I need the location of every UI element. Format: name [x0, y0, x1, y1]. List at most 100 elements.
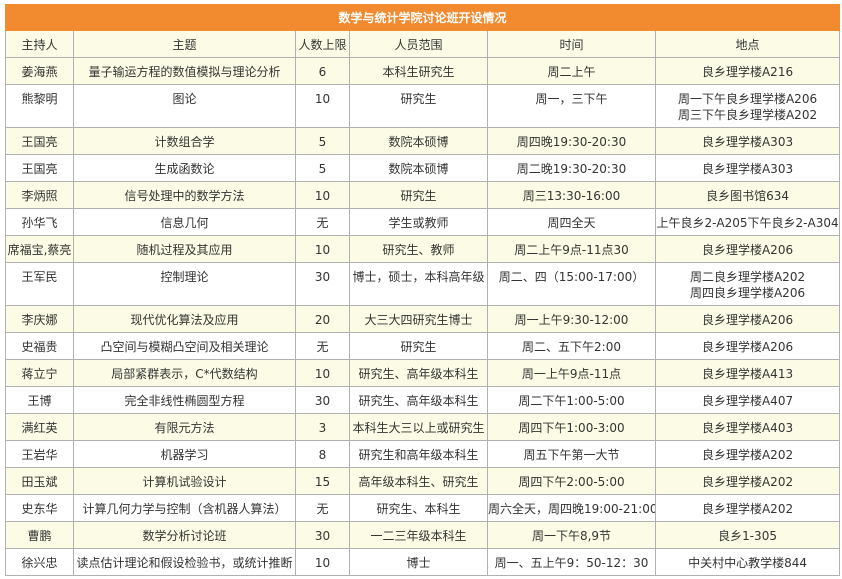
cell-host: 王岩华 — [5, 440, 74, 468]
cell-time: 周二上午9点-11点30 — [487, 235, 656, 263]
cell-capacity: 15 — [295, 467, 350, 495]
cell-audience: 研究生、教师 — [349, 235, 488, 263]
cell-topic: 机器学习 — [73, 440, 296, 468]
cell-topic: 计数组合学 — [73, 127, 296, 155]
table-header-row: 主持人 主题 人数上限 人员范围 时间 地点 — [5, 30, 841, 58]
table-row: 蒋立宁 局部紧群表示，C*代数结构 10 研究生、高年级本科生 周一上午9点-11点 良乡… — [5, 359, 841, 387]
cell-host: 徐兴忠 — [5, 548, 74, 576]
column-header-host: 主持人 — [5, 30, 74, 58]
column-header-audience: 人员范围 — [349, 30, 488, 58]
cell-audience: 博士 — [349, 548, 488, 576]
cell-host: 蒋立宁 — [5, 359, 74, 387]
table-row: 姜海燕 量子输运方程的数值模拟与理论分析 6 本科生研究生 周二上午 良乡理学楼A216 — [5, 57, 841, 85]
cell-time: 周一上午9点-11点 — [487, 359, 656, 387]
cell-capacity: 无 — [295, 494, 350, 522]
cell-audience: 学生或教师 — [349, 208, 488, 236]
cell-host: 王国亮 — [5, 127, 74, 155]
cell-time: 周一、五上午9：50-12：30 — [487, 548, 656, 576]
cell-location: 良乡理学楼A413 — [654, 359, 841, 387]
cell-topic: 信号处理中的数学方法 — [73, 181, 296, 209]
cell-location: 良乡理学楼A303 — [654, 127, 841, 155]
cell-audience: 研究生 — [349, 181, 488, 209]
cell-topic: 有限元方法 — [73, 413, 296, 441]
cell-topic: 信息几何 — [73, 208, 296, 236]
table-row: 孙华飞 信息几何无学生或教师 周四全天 上午良乡2-A205下午良乡2-A304 — [5, 208, 841, 236]
table-row: 曹鹏 数学分析讨论班 30 一二三年级本科生 周一下午8,9节 良乡1-305 — [5, 521, 841, 549]
cell-capacity: 10 — [295, 84, 350, 128]
cell-topic: 随机过程及其应用 — [73, 235, 296, 263]
table-row: 史东华 计算几何力学与控制（含机器人算法）无研究生、本科生 周六全天，周四晚19:0… — [5, 494, 841, 522]
cell-topic: 生成函数论 — [73, 154, 296, 182]
cell-time: 周二下午1:00-5:00 — [487, 386, 656, 414]
cell-location: 良乡图书馆634 — [654, 181, 841, 209]
table-row: 王岩华 机器学习 8 研究生和高年级本科生 周五下午第一大节 良乡理学楼A202 — [5, 440, 841, 468]
cell-audience: 研究生、高年级本科生 — [349, 359, 488, 387]
cell-capacity: 8 — [295, 440, 350, 468]
column-header-time: 时间 — [487, 30, 656, 58]
cell-time: 周一上午9:30-12:00 — [487, 305, 656, 333]
table-row: 李庆娜 现代优化算法及应用 20 大三大四研究生博士 周一上午9:30-12:00 良乡理… — [5, 305, 841, 333]
cell-host: 席福宝,蔡亮 — [5, 235, 74, 263]
cell-topic: 控制理论 — [73, 262, 296, 306]
cell-audience: 研究生 — [349, 332, 488, 360]
table-row: 田玉斌 计算机试验设计 15 高年级本科生、研究生 周四下午2:00-5:00 良乡理学楼… — [5, 467, 841, 495]
cell-topic: 读点估计理论和假设检验书，或统计推断 — [73, 548, 296, 576]
cell-audience: 本科生大三以上或研究生 — [349, 413, 488, 441]
cell-capacity: 无 — [295, 208, 350, 236]
cell-capacity: 20 — [295, 305, 350, 333]
cell-location: 良乡理学楼A206 — [654, 332, 841, 360]
cell-location: 良乡理学楼A202 — [654, 494, 841, 522]
cell-capacity: 3 — [295, 413, 350, 441]
cell-audience: 研究生、高年级本科生 — [349, 386, 488, 414]
cell-capacity: 30 — [295, 386, 350, 414]
cell-topic: 现代优化算法及应用 — [73, 305, 296, 333]
cell-audience: 研究生 — [349, 84, 488, 128]
cell-time: 周一下午8,9节 — [487, 521, 656, 549]
cell-location: 良乡理学楼A206 — [654, 305, 841, 333]
cell-capacity: 5 — [295, 154, 350, 182]
cell-time: 周二上午 — [487, 57, 656, 85]
cell-location: 良乡理学楼A202 — [654, 440, 841, 468]
cell-location: 良乡理学楼A206 — [654, 235, 841, 263]
cell-topic: 图论 — [73, 84, 296, 128]
cell-capacity: 10 — [295, 181, 350, 209]
cell-topic: 数学分析讨论班 — [73, 521, 296, 549]
cell-time: 周四下午2:00-5:00 — [487, 467, 656, 495]
table-title: 数学与统计学院讨论班开设情况 — [4, 4, 841, 31]
cell-audience: 大三大四研究生博士 — [349, 305, 488, 333]
table-title-row: 数学与统计学院讨论班开设情况 — [4, 4, 841, 31]
cell-host: 史东华 — [5, 494, 74, 522]
cell-location: 良乡理学楼A202 — [654, 467, 841, 495]
table-row: 王军民 控制理论 30 博士，硕士，本科高年级 周二、四（15:00-17:00） 周二良… — [5, 262, 841, 306]
cell-time: 周二、五下午2:00 — [487, 332, 656, 360]
cell-capacity: 10 — [295, 359, 350, 387]
table-row: 王博 完全非线性椭圆型方程 30 研究生、高年级本科生 周二下午1:00-5:00 良乡理… — [5, 386, 841, 414]
cell-host: 李庆娜 — [5, 305, 74, 333]
cell-host: 王博 — [5, 386, 74, 414]
cell-time: 周二、四（15:00-17:00） — [487, 262, 656, 306]
seminar-table: 数学与统计学院讨论班开设情况 主持人 主题 人数上限 人员范围 时间 地点 姜海燕 量子输运… — [4, 4, 841, 576]
column-header-topic: 主题 — [73, 30, 296, 58]
cell-topic: 局部紧群表示，C*代数结构 — [73, 359, 296, 387]
cell-audience: 数院本硕博 — [349, 127, 488, 155]
cell-capacity: 30 — [295, 521, 350, 549]
table-row: 王国亮 计数组合学 5 数院本硕博 周四晚19:30-20:30 良乡理学楼A303 — [5, 127, 841, 155]
cell-time: 周二晚19:30-20:30 — [487, 154, 656, 182]
cell-host: 王国亮 — [5, 154, 74, 182]
cell-audience: 研究生、本科生 — [349, 494, 488, 522]
table-row: 席福宝,蔡亮 随机过程及其应用 10 研究生、教师 周二上午9点-11点30 良乡理学楼A… — [5, 235, 841, 263]
table-row: 李炳照 信号处理中的数学方法 10 研究生 周三13:30-16:00 良乡图书馆634 — [5, 181, 841, 209]
cell-host: 曹鹏 — [5, 521, 74, 549]
table-row: 史福贵 凸空间与模糊凸空间及相关理论无研究生 周二、五下午2:00 良乡理学楼A206 — [5, 332, 841, 360]
cell-topic: 凸空间与模糊凸空间及相关理论 — [73, 332, 296, 360]
cell-location: 良乡1-305 — [654, 521, 841, 549]
cell-location: 中关村中心教学楼844 — [654, 548, 841, 576]
cell-location: 周二良乡理学楼A202 周四良乡理学楼A206 — [654, 262, 841, 306]
cell-host: 田玉斌 — [5, 467, 74, 495]
cell-location: 周一下午良乡理学楼A206 周三下午良乡理学楼A202 — [654, 84, 841, 128]
cell-host: 孙华飞 — [5, 208, 74, 236]
cell-audience: 本科生研究生 — [349, 57, 488, 85]
cell-location: 良乡理学楼A303 — [654, 154, 841, 182]
cell-location: 良乡理学楼A403 — [654, 413, 841, 441]
cell-capacity: 10 — [295, 548, 350, 576]
